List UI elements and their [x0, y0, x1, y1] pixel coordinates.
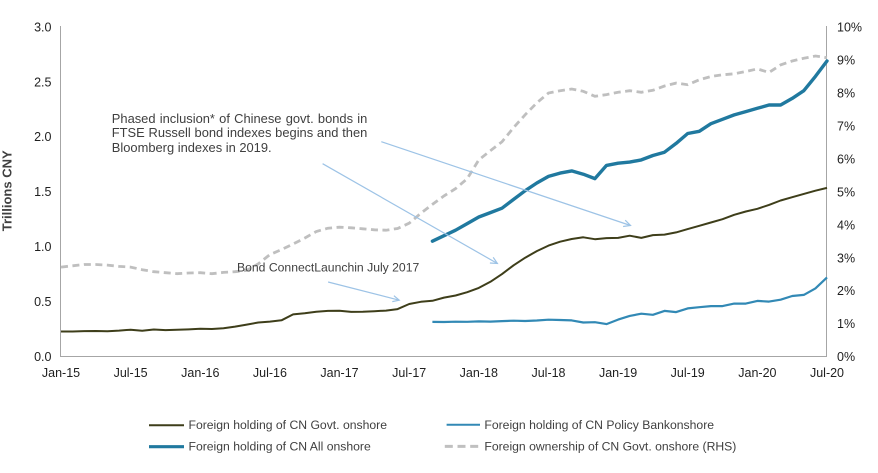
svg-text:8%: 8% [837, 86, 855, 100]
svg-text:Trillions CNY: Trillions CNY [0, 150, 14, 231]
svg-text:Jul-16: Jul-16 [253, 366, 287, 380]
svg-text:Foreign holding of CN All onsh: Foreign holding of CN All onshore [189, 440, 371, 454]
svg-text:Jan-19: Jan-19 [599, 366, 637, 380]
svg-text:1%: 1% [837, 317, 855, 331]
svg-text:9%: 9% [837, 53, 855, 67]
svg-text:3.0: 3.0 [34, 20, 51, 34]
svg-text:Jul-19: Jul-19 [671, 366, 705, 380]
svg-text:2.0: 2.0 [34, 130, 51, 144]
svg-text:0.0: 0.0 [34, 350, 51, 364]
svg-text:2.5: 2.5 [34, 75, 51, 89]
svg-text:Bond ConnectLaunchin July 2017: Bond ConnectLaunchin July 2017 [237, 261, 419, 275]
svg-text:7%: 7% [837, 119, 855, 133]
svg-text:3%: 3% [837, 251, 855, 265]
svg-text:Jan-16: Jan-16 [181, 366, 219, 380]
svg-text:Jan-15: Jan-15 [42, 366, 80, 380]
svg-text:2%: 2% [837, 284, 855, 298]
svg-text:Foreign ownership of CN Govt.: Foreign ownership of CN Govt. onshore (R… [484, 440, 736, 454]
svg-text:0.5: 0.5 [34, 295, 51, 309]
svg-text:Jan-18: Jan-18 [460, 366, 498, 380]
svg-text:10%: 10% [837, 20, 862, 34]
svg-text:Jul-17: Jul-17 [392, 366, 426, 380]
svg-text:1.5: 1.5 [34, 185, 51, 199]
svg-text:4%: 4% [837, 218, 855, 232]
svg-text:5%: 5% [837, 185, 855, 199]
svg-text:Foreign holding of CN Policy B: Foreign holding of CN Policy Bankonshore [484, 418, 714, 432]
svg-text:Jan-17: Jan-17 [320, 366, 358, 380]
svg-text:Jan-20: Jan-20 [738, 366, 776, 380]
svg-text:Foreign holding of CN Govt. on: Foreign holding of CN Govt. onshore [189, 418, 388, 432]
svg-text:Jul-18: Jul-18 [531, 366, 565, 380]
svg-text:1.0: 1.0 [34, 240, 51, 254]
svg-text:Jul-20: Jul-20 [810, 366, 844, 380]
svg-text:Jul-15: Jul-15 [114, 366, 148, 380]
svg-text:6%: 6% [837, 152, 855, 166]
svg-text:0%: 0% [837, 350, 855, 364]
